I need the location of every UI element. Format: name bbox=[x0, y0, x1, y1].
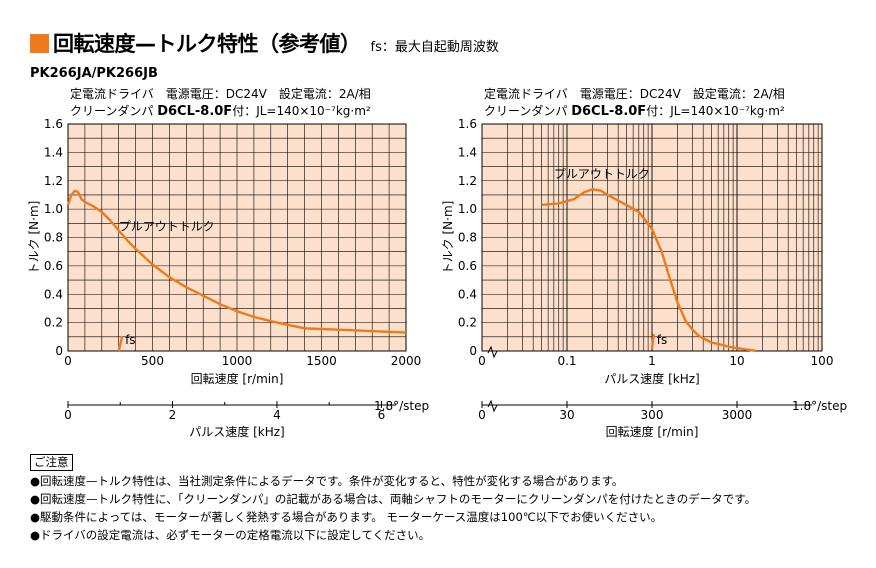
secondary-tick-label: 4 bbox=[273, 408, 281, 422]
axis-break-mark bbox=[487, 399, 498, 413]
condition-text: 定電流ドライバ 電源電圧：DC24V 設定電流：2A/相 bbox=[484, 86, 785, 101]
x-tick-label: 0.1 bbox=[557, 354, 576, 368]
y-axis-label: トルク [N·m] bbox=[441, 201, 455, 275]
y-tick-label: 0.6 bbox=[44, 259, 63, 273]
x-tick-label: 0 bbox=[64, 354, 72, 368]
pullout-torque-curve bbox=[66, 189, 407, 334]
note-item: ●ドライバの設定電流は、必ずモーターの定格電流以下に設定してください。 bbox=[30, 528, 431, 542]
y-tick-label: 0.8 bbox=[44, 231, 63, 245]
curve-label: プルアウトトルク bbox=[119, 219, 215, 233]
secondary-tick-label: 6 bbox=[378, 408, 386, 422]
secondary-unit-label: 1.8°/step bbox=[792, 399, 847, 413]
pullout-torque-curve bbox=[541, 188, 757, 353]
plot-frame bbox=[67, 123, 407, 352]
x-tick-label: 1000 bbox=[222, 354, 253, 368]
y-axis-label: トルク [N·m] bbox=[27, 201, 41, 275]
x-tick-label: 1500 bbox=[306, 354, 337, 368]
secondary-tick-label: 0 bbox=[64, 408, 72, 422]
secondary-tick-label: 2 bbox=[169, 408, 177, 422]
model-name: PK266JA/PK266JB bbox=[30, 66, 158, 81]
plot-frame bbox=[481, 123, 823, 352]
notes-title: ご注意 bbox=[30, 454, 73, 471]
note-item: ●回転速度—トルク特性は、当社測定条件によるデータです。条件が変化すると、特性が… bbox=[30, 474, 624, 488]
page-subtitle: fs：最大自起動周波数 bbox=[370, 39, 499, 55]
x-tick-label: 0 bbox=[478, 354, 486, 368]
fs-label: fs bbox=[125, 333, 135, 347]
y-tick-label: 1.6 bbox=[458, 117, 477, 131]
y-tick-label: 1.0 bbox=[44, 202, 63, 216]
x-axis-label: 回転速度 [r/min] bbox=[191, 371, 284, 386]
x-tick-label: 100 bbox=[811, 354, 834, 368]
secondary-unit-label: 1.8°/step bbox=[374, 399, 429, 413]
y-tick-label: 0 bbox=[55, 344, 63, 358]
orange-square-icon bbox=[30, 33, 49, 53]
fs-label: fs bbox=[657, 333, 667, 347]
y-tick-label: 0.6 bbox=[458, 259, 477, 273]
y-tick-label: 0 bbox=[469, 344, 477, 358]
secondary-axis-label: 回転速度 [r/min] bbox=[606, 424, 699, 439]
y-tick-label: 1.6 bbox=[44, 117, 63, 131]
curve-label: プルアウトトルク bbox=[554, 167, 650, 181]
y-tick-label: 1.0 bbox=[458, 202, 477, 216]
axis-break-mark bbox=[487, 345, 498, 359]
y-tick-label: 0.4 bbox=[458, 287, 477, 301]
y-tick-label: 0.8 bbox=[458, 231, 477, 245]
y-tick-label: 0.2 bbox=[458, 316, 477, 330]
note-item: ●駆動条件によっては、モーターが著しく発熱する場合があります。 モーターケース温… bbox=[30, 510, 663, 524]
x-tick-label: 10 bbox=[729, 354, 744, 368]
fs-marker bbox=[117, 336, 124, 352]
x-tick-label: 2000 bbox=[391, 354, 422, 368]
note-item: ●回転速度—トルク特性に、「クリーンダンパ」の記載がある場合は、両軸シャフトのモ… bbox=[30, 492, 757, 506]
x-axis-label: パルス速度 [kHz] bbox=[604, 371, 699, 386]
y-tick-label: 1.4 bbox=[44, 145, 63, 159]
y-tick-label: 0.4 bbox=[44, 287, 63, 301]
secondary-tick-label: 3000 bbox=[722, 408, 753, 422]
condition-text-2: クリーンダンパ D6CL-8.0F付：JL=140×10⁻⁷kg·m² bbox=[484, 103, 785, 119]
x-tick-label: 500 bbox=[141, 354, 164, 368]
condition-text: 定電流ドライバ 電源電圧：DC24V 設定電流：2A/相 bbox=[70, 86, 371, 101]
secondary-tick-label: 30 bbox=[559, 408, 574, 422]
y-tick-label: 1.4 bbox=[458, 145, 477, 159]
y-tick-label: 0.2 bbox=[44, 316, 63, 330]
notes: ご注意 ●回転速度—トルク特性は、当社測定条件によるデータです。条件が変化すると… bbox=[30, 453, 756, 544]
fs-marker bbox=[650, 333, 655, 349]
header: 回転速度—トルク特性（参考値） fs：最大自起動周波数 bbox=[30, 30, 499, 56]
x-tick-label: 1 bbox=[648, 354, 656, 368]
secondary-axis-label: パルス速度 [kHz] bbox=[189, 424, 284, 439]
condition-text-2: クリーンダンパ D6CL-8.0F付：JL=140×10⁻⁷kg·m² bbox=[70, 103, 371, 119]
secondary-tick-label: 300 bbox=[641, 408, 664, 422]
y-tick-label: 1.2 bbox=[458, 174, 477, 188]
y-tick-label: 1.2 bbox=[44, 174, 63, 188]
secondary-tick-label: 0 bbox=[478, 408, 486, 422]
page-title: 回転速度—トルク特性（参考値） bbox=[53, 32, 361, 56]
